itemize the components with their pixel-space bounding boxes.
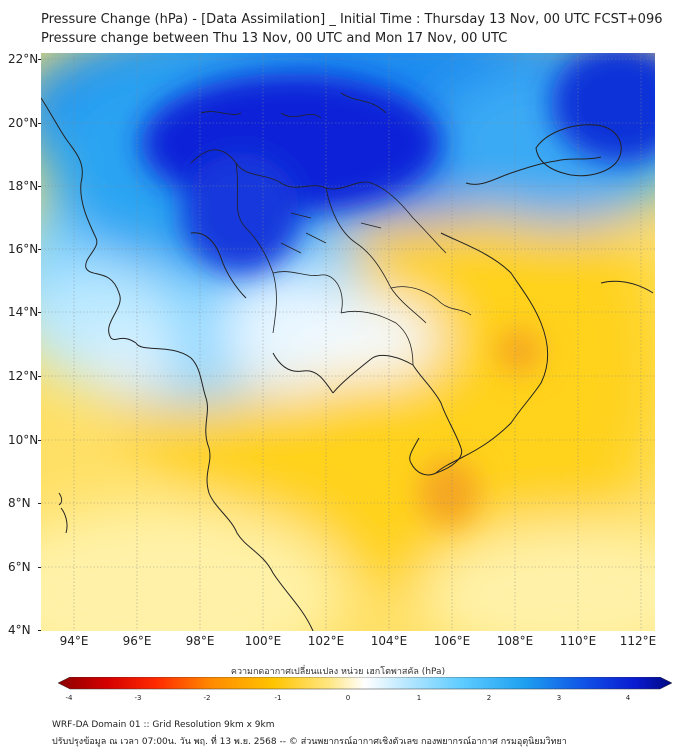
map-title: Pressure Change (hPa) - [Data Assimilati… [41,12,663,27]
lon-label: 98°E [185,634,215,648]
coastlines [41,97,654,631]
lat-label: 18°N [8,179,39,193]
map-subtitle: Pressure change between Thu 13 Nov, 00 U… [41,31,508,46]
colorbar [58,677,672,690]
footer-credit: ปรับปรุงข้อมูล ณ เวลา 07:00น. วัน พฤ. ที… [52,737,567,747]
lon-label: 112°E [619,634,657,648]
colorbar-tick: -3 [134,694,142,702]
lat-label: 14°N [8,305,39,319]
lat-label: 10°N [8,433,39,447]
lon-label: 110°E [559,634,597,648]
colorbar-tick: 0 [345,694,351,702]
colorbar-tick: 3 [556,694,562,702]
colorbar-tick: 4 [625,694,631,702]
lon-label: 96°E [122,634,152,648]
lat-label: 16°N [8,242,39,256]
lon-label: 102°E [307,634,345,648]
lon-label: 94°E [59,634,89,648]
pressure-change-map [41,53,655,631]
lat-label: 12°N [8,369,39,383]
colorbar-tick: -4 [65,694,73,702]
lon-label: 104°E [370,634,408,648]
lat-label: 8°N [8,496,31,510]
lon-label: 108°E [496,634,534,648]
lat-label: 20°N [8,116,39,130]
colorbar-tick: 1 [416,694,422,702]
lat-label: 22°N [8,52,39,66]
borders [190,92,472,366]
lon-label: 100°E [244,634,282,648]
colorbar-title: ความกดอากาศเปลี่ยนแปลง หน่วย เฮกโตพาสคัล… [230,667,446,677]
footer-model-info: WRF-DA Domain 01 :: Grid Resolution 9km … [52,720,275,730]
lat-label: 6°N [8,560,31,574]
colorbar-tick: 2 [486,694,492,702]
colorbar-tick: -2 [203,694,211,702]
colorbar-tick: -1 [274,694,282,702]
grid-lines [41,53,655,631]
lon-label: 106°E [433,634,471,648]
lat-label: 4°N [8,623,31,637]
